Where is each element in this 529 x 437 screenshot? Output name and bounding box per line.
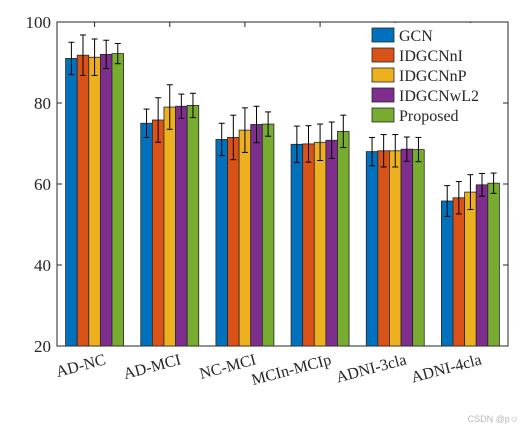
y-tick-label: 40 [34, 256, 51, 275]
y-tick-label: 60 [34, 175, 51, 194]
x-category-label: ADNI-3cla [334, 351, 408, 386]
bar [290, 143, 304, 347]
bar [412, 149, 425, 347]
bar [76, 54, 90, 347]
watermark-text: CSDN @p☺ [467, 414, 519, 424]
bar [377, 150, 390, 347]
legend-label: GCN [399, 28, 433, 45]
legend-swatch [371, 87, 395, 103]
bar [325, 139, 338, 347]
legend-swatch [371, 27, 395, 43]
bar [163, 106, 176, 347]
bar [464, 191, 477, 347]
x-category-label: ADNI-4cla [410, 351, 484, 386]
y-tick-label: 80 [34, 94, 51, 113]
bar [389, 150, 402, 347]
bar [186, 105, 200, 347]
bar [215, 139, 228, 347]
bar [313, 141, 327, 347]
bar [238, 129, 252, 347]
y-tick-label: 100 [26, 13, 52, 32]
bar [99, 54, 113, 347]
bar [475, 184, 489, 347]
bar [227, 137, 240, 347]
bar [337, 130, 350, 347]
bar [452, 197, 466, 347]
x-category-label: AD-NC [54, 351, 107, 381]
legend-label: IDGCNwL2 [399, 88, 479, 105]
legend-label: IDGCNnI [399, 48, 463, 65]
bar [302, 143, 315, 347]
legend-swatch [371, 47, 395, 63]
bar [151, 119, 165, 347]
y-tick-label: 20 [34, 337, 51, 356]
bar [261, 123, 275, 347]
bar [111, 53, 124, 347]
bar [441, 200, 454, 347]
bar [250, 124, 263, 347]
bar [65, 58, 78, 347]
x-category-label: MCIn-MCIp [250, 351, 333, 389]
legend-swatch [371, 107, 395, 123]
bar [487, 182, 500, 347]
legend-swatch [371, 67, 395, 83]
bar [365, 151, 379, 347]
bar [88, 56, 101, 347]
legend-label: Proposed [399, 108, 459, 125]
x-category-label: NC-MCI [198, 351, 258, 382]
x-category-label: AD-MCI [122, 351, 183, 383]
bar [400, 148, 414, 347]
legend-label: IDGCNnP [399, 68, 467, 85]
bar [140, 122, 153, 347]
bar [175, 105, 188, 347]
